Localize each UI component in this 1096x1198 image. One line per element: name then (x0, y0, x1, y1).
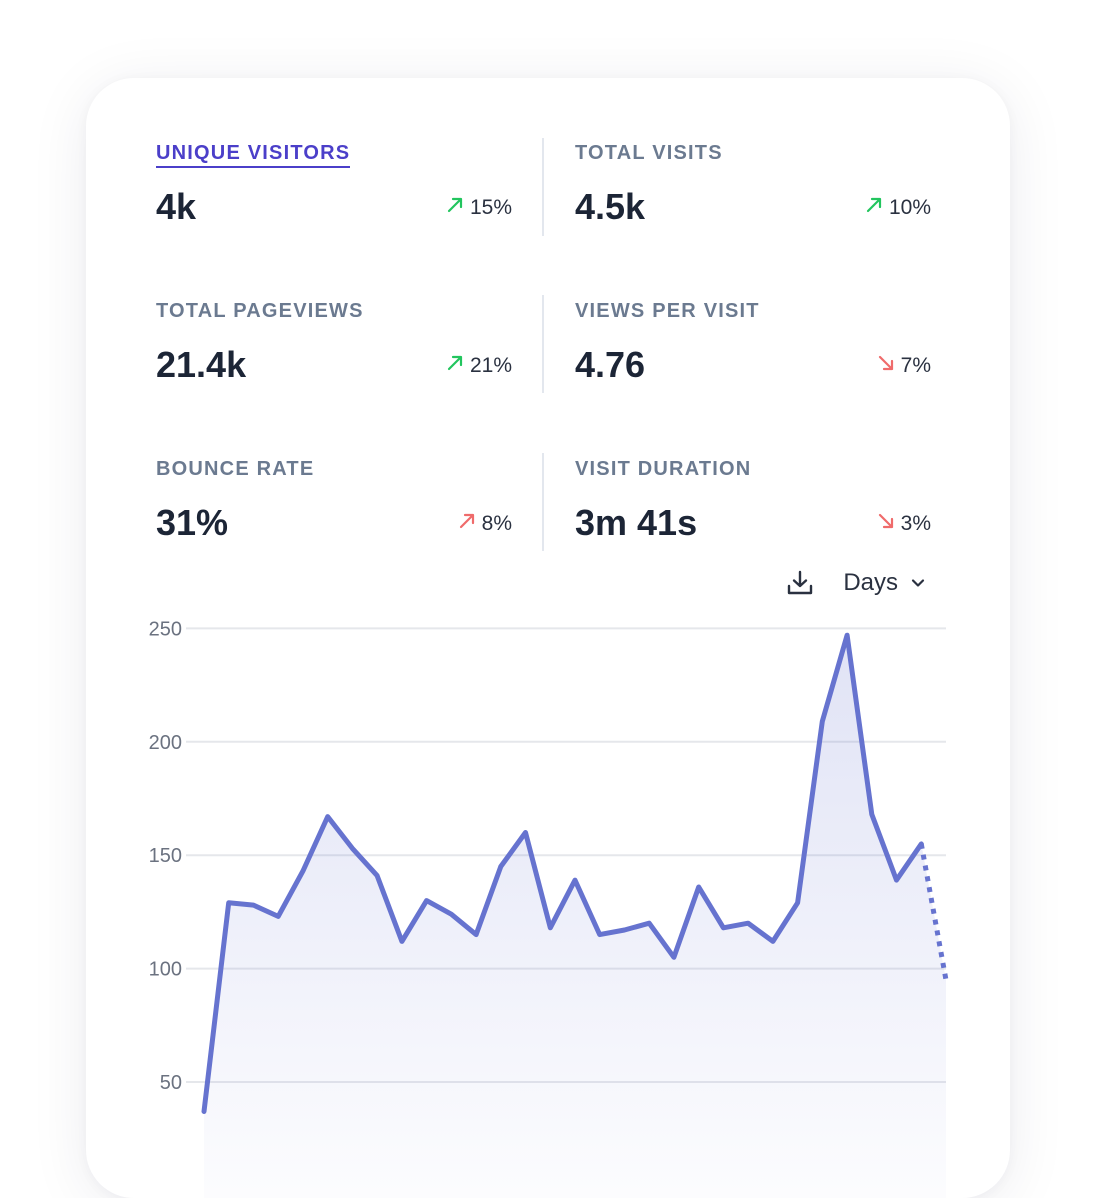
data-point[interactable] (639, 913, 659, 933)
data-point[interactable] (243, 895, 263, 915)
stat-total-visits[interactable]: TOTAL VISITS 4.5k 10% (575, 142, 935, 242)
data-point[interactable] (194, 1101, 214, 1121)
trend-arrow-icon (877, 354, 901, 378)
data-point[interactable] (936, 970, 956, 990)
stat-change: 7% (877, 354, 931, 378)
stat-label: BOUNCE RATE (156, 458, 315, 480)
data-point[interactable] (466, 925, 486, 945)
trend-arrow-icon (446, 196, 470, 220)
stat-bounce-rate[interactable]: BOUNCE RATE 31% 8% (156, 458, 516, 558)
series-line (201, 632, 924, 1114)
stat-label: TOTAL VISITS (575, 142, 723, 164)
data-point[interactable] (812, 711, 832, 731)
chart-controls: Days (785, 566, 926, 600)
data-point[interactable] (540, 918, 560, 938)
area-fill (204, 635, 946, 1198)
data-point[interactable] (590, 925, 610, 945)
y-tick-label: 150 (149, 845, 182, 867)
y-tick-label: 250 (149, 618, 182, 640)
stat-value: 3m 41s (575, 502, 698, 543)
data-point[interactable] (268, 906, 288, 926)
series-line-incomplete (918, 843, 949, 981)
y-tick-label: 50 (160, 1072, 182, 1094)
data-point[interactable] (837, 625, 857, 645)
stat-visit-duration[interactable]: VISIT DURATION 3m 41s 3% (575, 458, 935, 558)
data-point[interactable] (441, 904, 461, 924)
data-point[interactable] (689, 877, 709, 897)
data-point[interactable] (911, 834, 931, 854)
stat-value: 4.76 (575, 344, 646, 385)
data-point[interactable] (664, 947, 684, 967)
data-point[interactable] (738, 913, 758, 933)
trend-arrow-icon (458, 512, 482, 536)
data-point[interactable] (887, 870, 907, 890)
stat-value: 31% (156, 502, 229, 543)
data-point[interactable] (713, 918, 733, 938)
stat-change: 21% (446, 354, 512, 378)
stat-value: 4.5k (575, 186, 646, 227)
stat-total-pageviews[interactable]: TOTAL PAGEVIEWS 21.4k 21% (156, 300, 516, 400)
y-tick-label: 200 (149, 732, 182, 754)
stat-change: 10% (865, 196, 931, 220)
interval-label: Days (843, 569, 898, 596)
stat-change: 8% (458, 512, 512, 536)
data-point[interactable] (417, 891, 437, 911)
data-point[interactable] (367, 866, 387, 886)
stat-label: VISIT DURATION (575, 458, 752, 480)
trend-arrow-icon (446, 354, 470, 378)
stat-views-per-visit[interactable]: VIEWS PER VISIT 4.76 7% (575, 300, 935, 400)
data-point[interactable] (763, 931, 783, 951)
download-icon[interactable] (785, 568, 815, 598)
data-point[interactable] (342, 838, 362, 858)
data-point[interactable] (293, 861, 313, 881)
trend-arrow-icon (877, 512, 901, 536)
data-point[interactable] (318, 807, 338, 827)
stat-divider (542, 295, 544, 393)
y-tick-label: 100 (149, 959, 182, 981)
data-point[interactable] (219, 893, 239, 913)
stat-label: TOTAL PAGEVIEWS (156, 300, 364, 322)
data-point[interactable] (614, 920, 634, 940)
data-point[interactable] (862, 804, 882, 824)
analytics-card: UNIQUE VISITORS 4k 15% TOTAL VISITS 4.5k… (86, 78, 1010, 1198)
stat-value: 4k (156, 186, 197, 227)
stat-divider (542, 453, 544, 551)
stat-divider (542, 138, 544, 236)
stat-unique-visitors[interactable]: UNIQUE VISITORS 4k 15% (156, 142, 516, 242)
stat-change: 3% (877, 512, 931, 536)
visitors-area-chart: 50 100 150 200 250 (149, 618, 956, 1198)
data-point[interactable] (516, 823, 536, 843)
stat-change: 15% (446, 196, 512, 220)
stat-value: 21.4k (156, 344, 247, 385)
data-point[interactable] (491, 857, 511, 877)
interval-picker[interactable]: Days (843, 569, 926, 597)
data-point[interactable] (788, 893, 808, 913)
chevron-down-icon (911, 579, 925, 587)
data-point[interactable] (392, 931, 412, 951)
trend-arrow-icon (865, 196, 889, 220)
stat-label: UNIQUE VISITORS (156, 142, 351, 168)
stat-label: VIEWS PER VISIT (575, 300, 760, 322)
data-point[interactable] (565, 870, 585, 890)
